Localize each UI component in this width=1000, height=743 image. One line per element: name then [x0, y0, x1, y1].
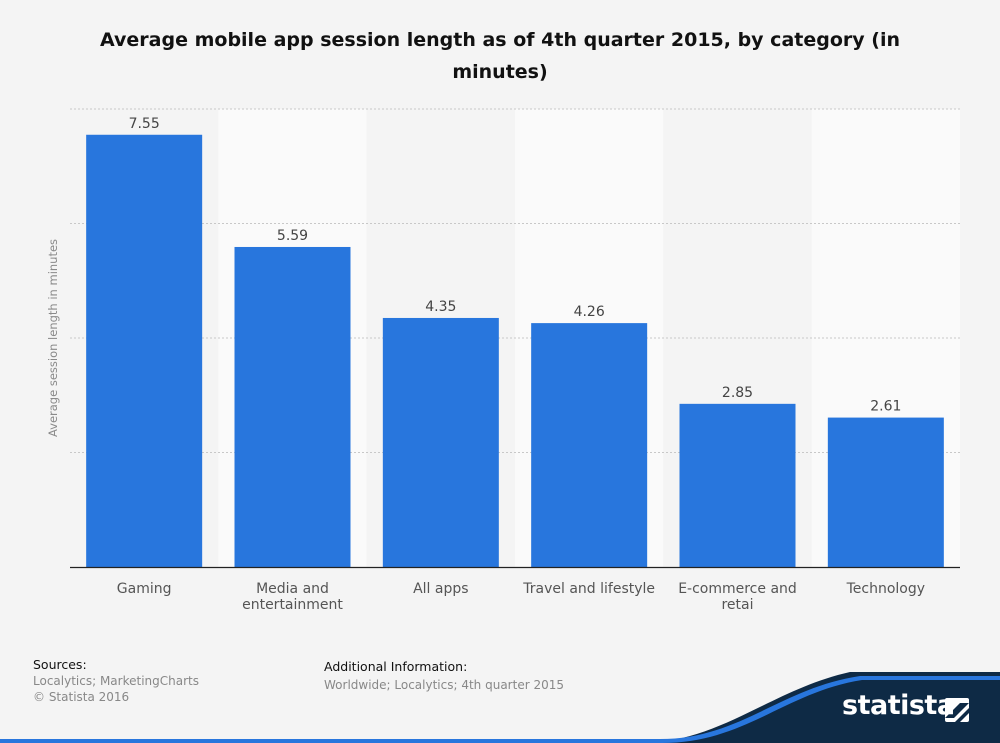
statista-logo-text[interactable]: statista: [842, 690, 955, 721]
bar-value-label: 7.55: [129, 116, 160, 132]
sources-text[interactable]: Localytics; MarketingCharts: [33, 674, 199, 688]
bar-value-label: 4.26: [574, 304, 605, 320]
additional-info-text: Worldwide; Localytics; 4th quarter 2015: [324, 678, 564, 692]
x-tick-label: E-commerce and retai: [678, 581, 797, 613]
bar-value-label: 4.35: [425, 299, 456, 315]
x-tick-label: All apps: [413, 581, 469, 597]
chart-title: Average mobile app session length as of …: [100, 29, 900, 83]
bar-value-label: 2.85: [722, 385, 753, 401]
bar[interactable]: [827, 417, 944, 567]
bar[interactable]: [531, 323, 648, 567]
bar[interactable]: [382, 317, 499, 567]
bar-value-label: 5.59: [277, 228, 308, 244]
bar-value-label: 2.61: [870, 399, 901, 415]
x-tick-label: Technology: [846, 581, 926, 597]
statista-logo-icon: [945, 698, 969, 722]
sources-label: Sources:: [33, 657, 87, 672]
bar[interactable]: [234, 246, 351, 567]
x-tick-label: Travel and lifestyle: [523, 581, 656, 597]
bar[interactable]: [679, 403, 796, 567]
copyright-text: © Statista 2016: [33, 690, 130, 704]
bar[interactable]: [86, 134, 203, 567]
additional-info-label: Additional Information:: [324, 659, 468, 674]
x-tick-label: Gaming: [116, 581, 172, 597]
x-tick-label: Media and entertainment: [242, 581, 343, 613]
